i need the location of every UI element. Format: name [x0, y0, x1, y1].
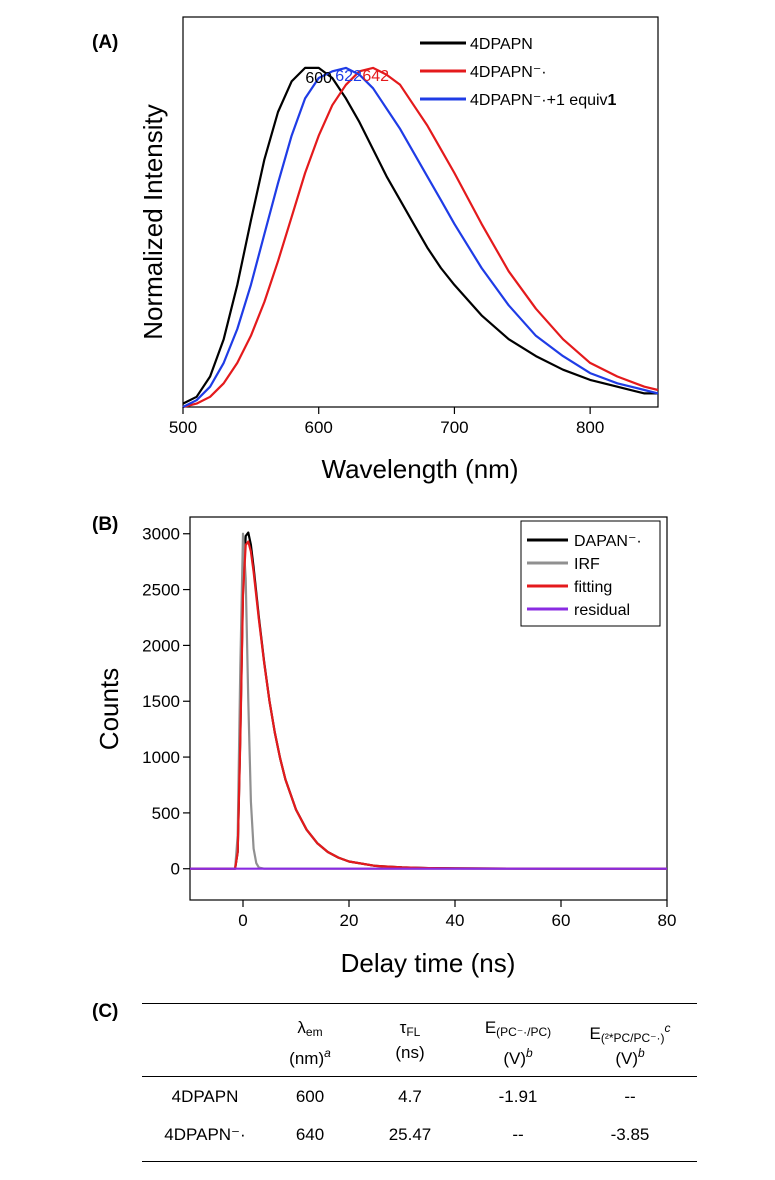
x-tick-label: 40	[446, 911, 465, 930]
panel-b-legend: DAPAN⁻· IRF fitting residual	[520, 520, 661, 627]
x-tick-label: 0	[238, 911, 247, 930]
col-e-red-unit: (V)	[503, 1049, 526, 1068]
col-lambda-footnote: a	[324, 1046, 331, 1060]
x-tick-label: 60	[552, 911, 571, 930]
y-tick-label: 1000	[142, 748, 180, 767]
panel-b-x-ticks: 0 20 40 60 80	[238, 900, 676, 930]
col-header-lambda-unit: (nm)a	[270, 1043, 350, 1069]
panel-b-label: (B)	[92, 514, 118, 535]
col-lambda-symbol: λ	[297, 1018, 306, 1037]
col-tau-symbol: τ	[399, 1018, 407, 1037]
col-header-e-red-unit: (V)b	[463, 1043, 573, 1069]
panel-a-y-axis-label: Normalized Intensity	[138, 104, 168, 340]
legend-label-4: residual	[574, 602, 630, 619]
panel-a-series-group	[182, 66, 659, 409]
series-line-3	[190, 540, 667, 870]
row-2-e-red: --	[512, 1125, 524, 1144]
row-2-name: 4DPAPN⁻·	[164, 1125, 246, 1144]
panel-a-x-ticks: 500 600 700 800	[169, 407, 604, 437]
col-e-exc-footnote-c: c	[664, 1021, 671, 1035]
panel-a-label: (A)	[92, 32, 118, 53]
legend-label-2: 4DPAPN⁻·	[470, 64, 547, 81]
row-2-lambda: 640	[295, 1125, 325, 1144]
panel-a-peak-annotations: 600 622 642	[305, 68, 389, 87]
y-tick-label: 500	[152, 804, 180, 823]
legend-label-1: DAPAN⁻·	[574, 533, 642, 550]
panel-b-y-axis-label: Counts	[94, 668, 124, 750]
y-tick-label: 3000	[142, 525, 180, 544]
peak-label-622: 622	[335, 68, 362, 85]
row-1-e-exc: --	[624, 1087, 636, 1106]
panel-b: (B) 0 20 40 60 80 0 500 1000 1500 2000 2500 3000 D…	[92, 514, 676, 978]
col-header-lambda: λem	[270, 1018, 350, 1042]
x-tick-label: 80	[658, 911, 677, 930]
panel-a-legend: 4DPAPN 4DPAPN⁻· 4DPAPN⁻·+1 equiv1	[420, 36, 617, 109]
x-tick-label: 500	[169, 418, 197, 437]
col-lambda-unit: (nm)	[289, 1049, 325, 1068]
series-line-1	[182, 66, 658, 405]
legend-label-1: 4DPAPN	[470, 36, 533, 53]
col-e-exc-unit: (V)	[615, 1049, 638, 1068]
col-lambda-subscript: em	[305, 1025, 323, 1039]
row-1-lambda: 600	[295, 1087, 325, 1106]
legend-label-2: IRF	[574, 556, 600, 573]
panel-b-plot-frame	[189, 516, 668, 901]
col-e-exc-symbol: E	[589, 1024, 601, 1043]
peak-label-642: 642	[362, 68, 389, 85]
table-mid-rule	[142, 1076, 697, 1077]
table-bottom-rule	[142, 1161, 697, 1162]
col-e-red-footnote: b	[525, 1046, 533, 1060]
row-1-name: 4DPAPN	[171, 1087, 239, 1106]
y-tick-label: 1500	[142, 692, 180, 711]
x-tick-label: 20	[340, 911, 359, 930]
x-tick-label: 600	[305, 418, 333, 437]
legend-label-3: 4DPAPN⁻·+1 equiv1	[470, 92, 617, 109]
panel-a: (A) 500 600 700 800 600 622 642 Wavelength (n…	[92, 16, 659, 484]
panel-c-label: (C)	[92, 1001, 118, 1022]
col-header-tau: τFL	[370, 1018, 450, 1042]
col-header-e-red: E(PC⁻·/PC)	[463, 1018, 573, 1042]
y-tick-label: 2500	[142, 581, 180, 600]
panel-a-plot-frame	[182, 16, 659, 408]
panel-b-series-group	[190, 531, 667, 870]
col-header-e-exc: E(²*PC/PC⁻·)c	[570, 1018, 690, 1048]
col-header-e-exc-unit: (V)b	[570, 1043, 690, 1069]
panel-a-x-axis-label: Wavelength (nm)	[322, 454, 519, 484]
col-e-exc-subscript: (²*PC/PC⁻·)	[600, 1031, 665, 1045]
col-header-tau-unit: (ns)	[370, 1043, 450, 1063]
row-2-tau: 25.47	[388, 1125, 432, 1144]
row-2-e-exc: -3.85	[610, 1125, 650, 1144]
x-tick-label: 700	[440, 418, 468, 437]
panel-b-y-ticks: 0 500 1000 1500 2000 2500 3000	[142, 525, 190, 879]
col-e-red-subscript: (PC⁻·/PC)	[496, 1025, 552, 1039]
series-line-3	[182, 66, 659, 408]
col-e-red-symbol: E	[484, 1018, 497, 1037]
y-tick-label: 0	[171, 860, 180, 879]
row-1-e-red: -1.91	[498, 1087, 538, 1106]
row-1-tau: 4.7	[398, 1087, 422, 1106]
col-tau-unit: (ns)	[395, 1043, 425, 1062]
series-line-2	[182, 66, 659, 409]
panel-b-x-axis-label: Delay time (ns)	[341, 948, 516, 978]
table-top-rule	[142, 1003, 697, 1004]
x-tick-label: 800	[576, 418, 604, 437]
col-tau-subscript: FL	[406, 1025, 421, 1039]
y-tick-label: 2000	[142, 636, 180, 655]
legend-label-bold-suffix: 1	[608, 92, 617, 109]
col-e-exc-footnote-b: b	[637, 1046, 645, 1060]
peak-label-600: 600	[305, 70, 332, 87]
legend-label-3: fitting	[574, 579, 612, 596]
